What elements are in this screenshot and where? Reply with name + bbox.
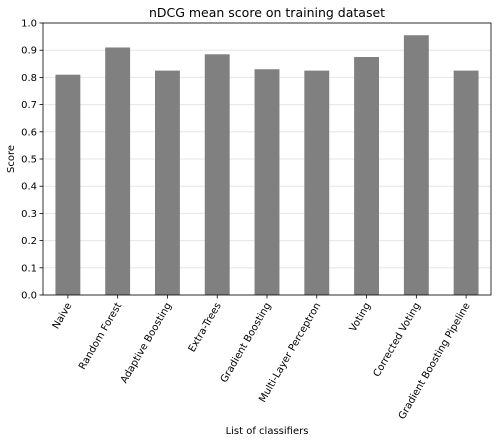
bar xyxy=(403,35,429,296)
bar xyxy=(453,70,479,295)
y-tick-label: 0.0 xyxy=(21,291,37,302)
y-tick-label: 0.4 xyxy=(21,182,37,193)
x-axis-label: List of classifiers xyxy=(226,426,309,437)
x-tick-label: Random Forest xyxy=(77,301,124,372)
chart-title: nDCG mean score on training dataset xyxy=(149,5,385,20)
x-tick-label: Naive xyxy=(51,301,75,331)
y-tick-label: 0.7 xyxy=(21,100,37,111)
x-tick-label: Voting xyxy=(348,301,373,334)
y-axis-ticks: 0.0 0.1 0.2 0.3 0.4 0.5 0.6 0.7 0.8 0.9 1.0 xyxy=(21,19,43,302)
y-tick-label: 0.5 xyxy=(21,155,37,166)
bar xyxy=(55,74,81,296)
y-tick-label: 0.8 xyxy=(21,73,37,84)
bar xyxy=(204,54,230,295)
y-tick-label: 0.6 xyxy=(21,127,37,138)
y-tick-label: 0.1 xyxy=(21,263,37,274)
x-tick-label: Gradient Boosting xyxy=(219,301,274,385)
y-axis-label: Score xyxy=(6,145,17,173)
bars xyxy=(55,35,479,296)
bar xyxy=(304,70,330,295)
y-tick-label: 0.9 xyxy=(21,46,37,57)
bar xyxy=(155,70,180,295)
bar xyxy=(354,57,379,295)
y-tick-label: 0.3 xyxy=(21,209,37,220)
bar xyxy=(105,47,131,296)
x-tick-label: Extra-Trees xyxy=(187,301,224,354)
bar xyxy=(254,69,280,296)
x-tick-label: Corrected Voting xyxy=(372,301,423,379)
x-tick-label: Adaptive Boosting xyxy=(119,301,174,385)
y-tick-label: 1.0 xyxy=(21,19,37,30)
y-tick-label: 0.2 xyxy=(21,236,37,247)
